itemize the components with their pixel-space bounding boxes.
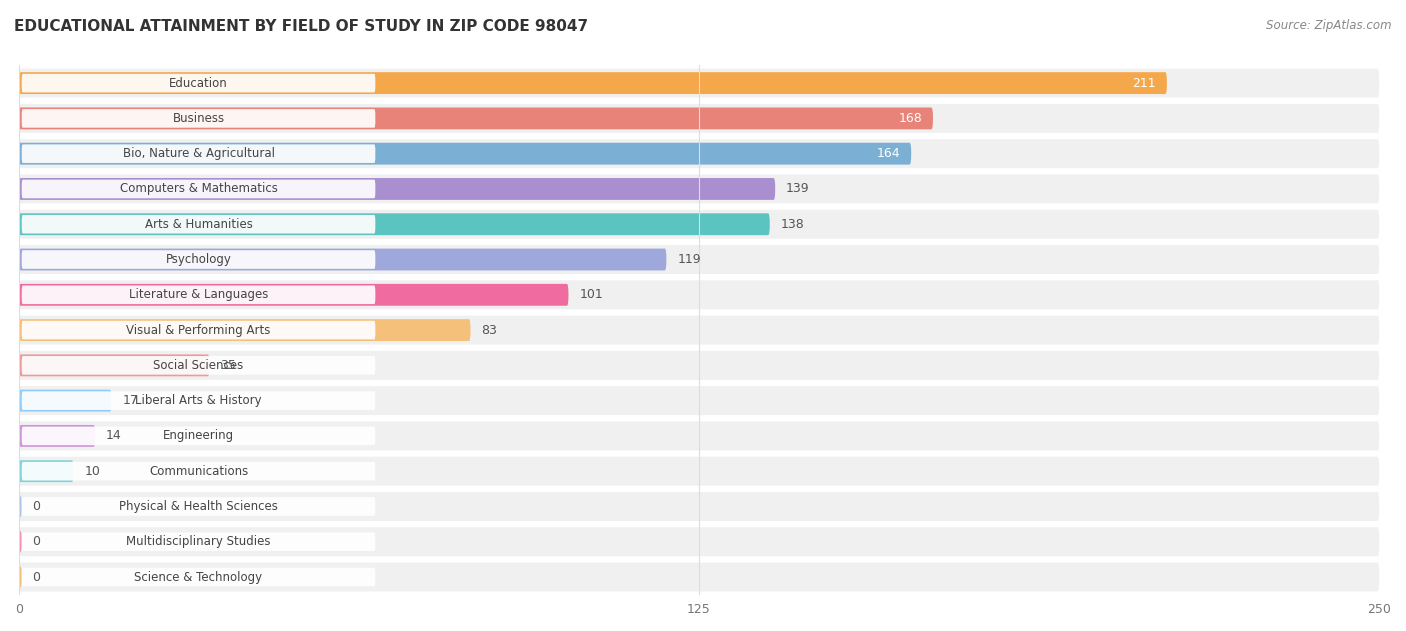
Text: Physical & Health Sciences: Physical & Health Sciences (120, 500, 278, 513)
FancyBboxPatch shape (20, 351, 1379, 380)
Text: 101: 101 (579, 288, 603, 301)
Text: Visual & Performing Arts: Visual & Performing Arts (127, 324, 271, 336)
FancyBboxPatch shape (21, 109, 375, 127)
FancyBboxPatch shape (20, 178, 775, 200)
Text: 168: 168 (898, 112, 922, 125)
Text: 17: 17 (122, 394, 138, 407)
FancyBboxPatch shape (20, 457, 1379, 486)
Text: 14: 14 (105, 430, 122, 442)
Text: 211: 211 (1132, 76, 1156, 90)
Text: 0: 0 (32, 570, 41, 584)
Text: Bio, Nature & Agricultural: Bio, Nature & Agricultural (122, 147, 274, 160)
FancyBboxPatch shape (20, 175, 1379, 203)
Text: Psychology: Psychology (166, 253, 232, 266)
Text: Science & Technology: Science & Technology (135, 570, 263, 584)
Text: Engineering: Engineering (163, 430, 233, 442)
FancyBboxPatch shape (20, 107, 934, 129)
Text: Liberal Arts & History: Liberal Arts & History (135, 394, 262, 407)
FancyBboxPatch shape (21, 321, 375, 339)
Text: Multidisciplinary Studies: Multidisciplinary Studies (127, 535, 271, 548)
FancyBboxPatch shape (21, 533, 375, 551)
Text: Education: Education (169, 76, 228, 90)
FancyBboxPatch shape (21, 391, 375, 410)
FancyBboxPatch shape (20, 280, 1379, 309)
Text: 10: 10 (84, 464, 100, 478)
FancyBboxPatch shape (20, 531, 21, 553)
FancyBboxPatch shape (20, 425, 96, 447)
FancyBboxPatch shape (20, 316, 1379, 345)
FancyBboxPatch shape (21, 568, 375, 586)
Text: 119: 119 (678, 253, 702, 266)
Text: 35: 35 (221, 359, 236, 372)
Text: 164: 164 (877, 147, 900, 160)
Text: Arts & Humanities: Arts & Humanities (145, 218, 253, 231)
FancyBboxPatch shape (20, 528, 1379, 556)
FancyBboxPatch shape (21, 285, 375, 304)
FancyBboxPatch shape (21, 144, 375, 163)
Text: Social Sciences: Social Sciences (153, 359, 243, 372)
FancyBboxPatch shape (20, 460, 73, 482)
Text: 138: 138 (780, 218, 804, 231)
Text: Business: Business (173, 112, 225, 125)
Text: EDUCATIONAL ATTAINMENT BY FIELD OF STUDY IN ZIP CODE 98047: EDUCATIONAL ATTAINMENT BY FIELD OF STUDY… (14, 19, 588, 34)
FancyBboxPatch shape (20, 72, 1167, 94)
FancyBboxPatch shape (20, 245, 1379, 274)
FancyBboxPatch shape (20, 69, 1379, 98)
Text: Computers & Mathematics: Computers & Mathematics (120, 182, 277, 196)
FancyBboxPatch shape (20, 104, 1379, 133)
FancyBboxPatch shape (20, 139, 1379, 168)
FancyBboxPatch shape (21, 251, 375, 269)
FancyBboxPatch shape (21, 462, 375, 480)
FancyBboxPatch shape (20, 390, 111, 411)
FancyBboxPatch shape (21, 74, 375, 92)
FancyBboxPatch shape (20, 143, 911, 165)
Text: Source: ZipAtlas.com: Source: ZipAtlas.com (1267, 19, 1392, 32)
FancyBboxPatch shape (20, 422, 1379, 451)
Text: Literature & Languages: Literature & Languages (129, 288, 269, 301)
Text: 0: 0 (32, 535, 41, 548)
FancyBboxPatch shape (21, 497, 375, 516)
Text: Communications: Communications (149, 464, 247, 478)
Text: 139: 139 (786, 182, 810, 196)
FancyBboxPatch shape (20, 495, 21, 517)
FancyBboxPatch shape (20, 213, 769, 235)
FancyBboxPatch shape (21, 180, 375, 198)
FancyBboxPatch shape (20, 284, 568, 306)
FancyBboxPatch shape (21, 356, 375, 375)
FancyBboxPatch shape (20, 563, 1379, 591)
Text: 0: 0 (32, 500, 41, 513)
FancyBboxPatch shape (20, 492, 1379, 521)
FancyBboxPatch shape (20, 319, 471, 341)
Text: 83: 83 (481, 324, 498, 336)
FancyBboxPatch shape (20, 249, 666, 271)
FancyBboxPatch shape (20, 386, 1379, 415)
FancyBboxPatch shape (20, 566, 21, 588)
FancyBboxPatch shape (20, 355, 209, 376)
FancyBboxPatch shape (20, 209, 1379, 239)
FancyBboxPatch shape (21, 427, 375, 445)
FancyBboxPatch shape (21, 215, 375, 233)
